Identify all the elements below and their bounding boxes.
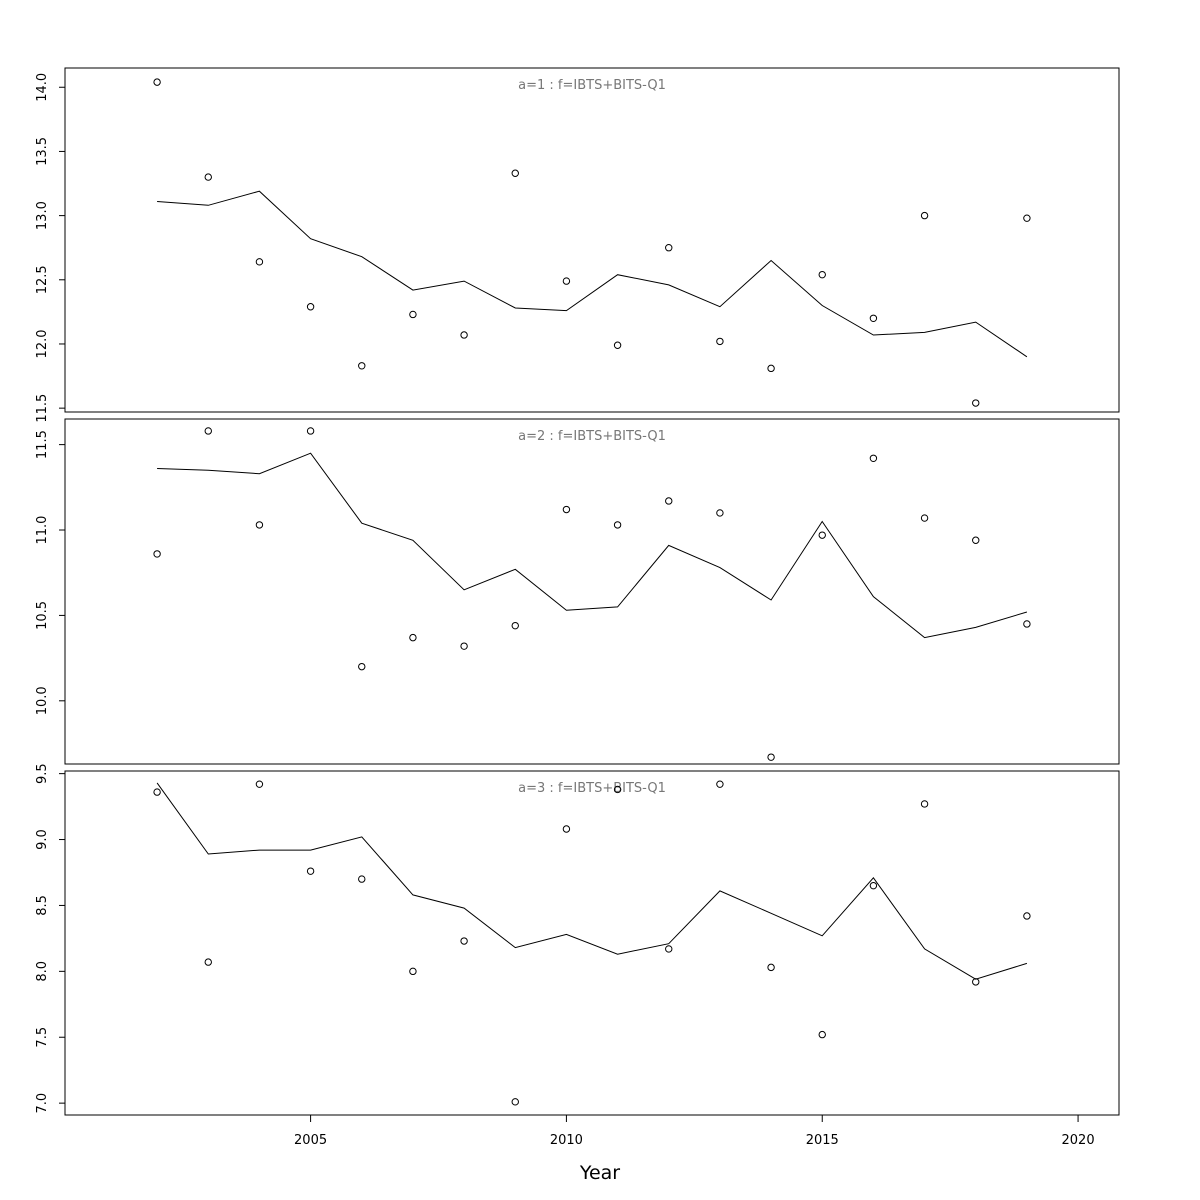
panel-frame [64,67,1120,413]
observed-point [409,967,417,976]
panel-frame [64,770,1120,1116]
observed-point [562,277,571,285]
observed-point [869,454,878,462]
observed-point [716,509,724,517]
observed-point [255,780,264,788]
panel-1: a=1 : f=IBTS+BITS-Q1 11.5 12.0 12.5 13.0 13.5… [35,67,1120,423]
y-tick-label: 8.5 [35,895,50,916]
observed-point [204,173,212,181]
observed-point [613,785,622,794]
x-tick-label: 2015 [806,1133,839,1148]
observed-point [409,633,417,642]
observed-point [358,662,366,671]
y-tick-label: 12.0 [35,329,50,358]
observed-point [204,427,212,435]
observed-point [460,937,468,945]
observed-point [767,963,775,972]
fitted-line [156,782,1028,980]
panel-3: a=3 : f=IBTS+BITS-Q1 7.0 7.5 8.0 8.5 9.0 9.5 [35,763,1120,1116]
observed-point [255,521,264,529]
y-tick-label: 9.5 [35,763,50,784]
panel-title: a=3 : f=IBTS+BITS-Q1 [518,781,666,796]
observed-point [869,314,878,322]
x-axis-label: Year [579,1162,620,1184]
observed-point [460,331,468,339]
observed-point [920,800,929,808]
observed-point [818,531,826,539]
fitted-line [157,190,1028,358]
observed-point [972,536,980,544]
panel-2: a=2 : f=IBTS+BITS-Q1 10.0 10.5 11.0 11.5 [35,418,1120,765]
y-tick-label: 14.0 [35,73,50,102]
observed-point [767,753,775,761]
observed-point [511,169,519,177]
observed-point [1023,620,1031,628]
observed-point [562,825,571,833]
observed-point [511,621,519,630]
fitted-line [157,452,1028,639]
x-tick-label: 2020 [1062,1133,1095,1148]
observed-point [306,427,315,435]
y-tick-label: 8.0 [35,961,50,982]
observed-point [306,867,315,875]
x-tick-label: 2005 [294,1133,327,1148]
y-tick-label: 13.5 [35,137,50,166]
observed-point [153,788,161,796]
observed-point [358,362,366,370]
panel-frame [64,418,1120,765]
observed-point [255,258,264,266]
y-tick-label: 13.0 [35,201,50,230]
observed-point [767,364,775,373]
observed-point [920,514,929,522]
observed-point [409,310,417,319]
y-tick-label: 12.5 [35,265,50,294]
observed-point [665,497,673,505]
observed-point [1023,912,1031,920]
y-tick-label: 10.5 [35,601,50,630]
panel-title: a=1 : f=IBTS+BITS-Q1 [518,78,666,93]
y-tick-label: 10.0 [35,686,50,715]
observed-point [1023,214,1031,222]
observed-point [716,337,724,346]
observed-point [665,244,673,252]
observed-point [562,505,571,514]
observed-point [460,642,468,650]
y-tick-label: 7.5 [35,1027,50,1048]
observed-point [306,303,315,311]
observed-point [153,78,161,86]
y-tick-label: 11.5 [35,394,50,423]
observed-point [972,399,980,407]
panels-group: a=1 : f=IBTS+BITS-Q1 11.5 12.0 12.5 13.0 13.5… [35,67,1120,1116]
x-axis: 2005 2010 2015 2020 [294,1114,1095,1148]
y-tick-label: 11.0 [35,516,50,545]
observed-point [613,521,622,529]
observed-point [358,875,366,883]
observed-point [818,1030,826,1039]
x-tick-label: 2010 [550,1133,583,1148]
y-tick-label: 11.5 [35,430,50,459]
observed-point [869,881,878,890]
observed-point [665,945,673,953]
y-tick-label: 9.0 [35,829,50,850]
observed-point [716,780,724,788]
observed-point [920,211,929,220]
observed-point [204,958,212,966]
observed-point [613,341,622,349]
panel-title: a=2 : f=IBTS+BITS-Q1 [518,429,666,444]
observed-point [153,550,161,558]
observed-point [818,270,826,279]
observed-point [511,1098,519,1106]
y-tick-label: 7.0 [35,1093,50,1114]
